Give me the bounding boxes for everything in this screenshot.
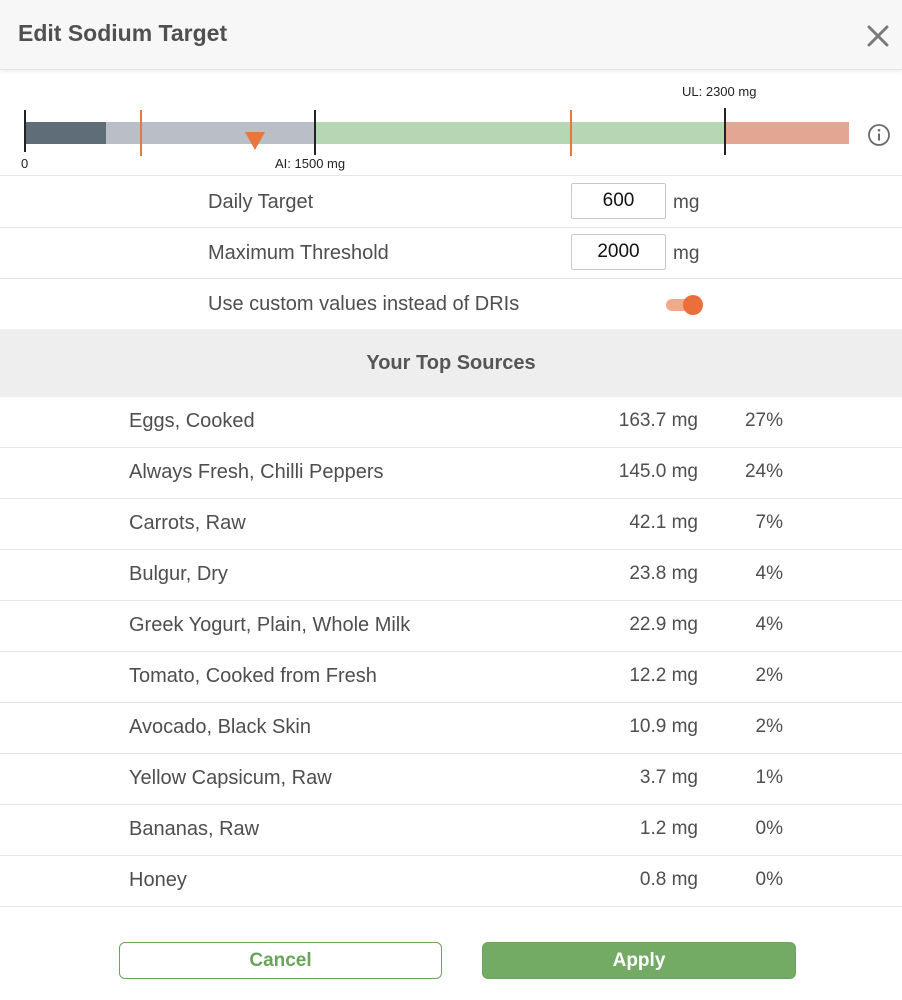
source-amount: 22.9 mg [629, 614, 698, 635]
toggle-knob [683, 295, 703, 315]
max-threshold-unit: mg [673, 243, 700, 264]
daily-target-row: Daily Target mg [0, 177, 902, 228]
source-percent: 27% [744, 410, 783, 431]
source-amount: 23.8 mg [629, 563, 698, 584]
source-row: Carrots, Raw 42.1 mg 7% [0, 499, 902, 550]
max-threshold-input[interactable] [571, 234, 666, 270]
daily-target-label: Daily Target [208, 191, 314, 213]
custom-values-row: Use custom values instead of DRIs [0, 279, 902, 329]
source-amount: 145.0 mg [618, 461, 698, 482]
source-percent: 0% [755, 869, 783, 890]
daily-target-input[interactable] [571, 183, 666, 219]
scale-tick-ul [724, 108, 726, 155]
top-sources-title: Your Top Sources [366, 352, 536, 374]
custom-values-label: Use custom values instead of DRIs [208, 293, 520, 315]
scale-segment-low [25, 122, 106, 144]
source-row: Greek Yogurt, Plain, Whole Milk 22.9 mg … [0, 601, 902, 652]
source-amount: 0.8 mg [639, 869, 698, 890]
max-threshold-row: Maximum Threshold mg [0, 228, 902, 279]
source-amount: 12.2 mg [629, 665, 698, 686]
scale-tick-zero [24, 110, 26, 152]
source-name: Tomato, Cooked from Fresh [129, 665, 377, 687]
source-name: Always Fresh, Chilli Peppers [129, 461, 384, 483]
source-name: Bananas, Raw [129, 818, 260, 840]
source-row: Eggs, Cooked 163.7 mg 27% [0, 397, 902, 448]
source-amount: 10.9 mg [629, 716, 698, 737]
source-percent: 2% [755, 665, 783, 686]
source-amount: 1.2 mg [639, 818, 698, 839]
source-row: Bananas, Raw 1.2 mg 0% [0, 805, 902, 856]
dialog-title: Edit Sodium Target [18, 20, 228, 46]
close-icon[interactable] [862, 20, 894, 52]
scale-tick-ai [314, 110, 316, 155]
source-name: Yellow Capsicum, Raw [129, 767, 332, 789]
source-percent: 4% [755, 563, 783, 584]
scale-segment-above-ul [726, 122, 849, 144]
source-percent: 4% [755, 614, 783, 635]
scale-label-zero: 0 [21, 156, 29, 171]
source-row: Yellow Capsicum, Raw 3.7 mg 1% [0, 754, 902, 805]
source-percent: 0% [755, 818, 783, 839]
apply-button[interactable]: Apply [482, 942, 796, 979]
source-amount: 42.1 mg [629, 512, 698, 533]
current-intake-marker [245, 132, 265, 150]
cancel-button[interactable]: Cancel [119, 942, 442, 979]
source-name: Bulgur, Dry [129, 563, 228, 585]
max-threshold-marker [570, 110, 572, 156]
source-percent: 7% [755, 512, 783, 533]
max-threshold-label: Maximum Threshold [208, 242, 389, 264]
source-row: Avocado, Black Skin 10.9 mg 2% [0, 703, 902, 754]
source-percent: 24% [744, 461, 783, 482]
dialog-header: Edit Sodium Target [0, 0, 902, 70]
source-row: Tomato, Cooked from Fresh 12.2 mg 2% [0, 652, 902, 703]
custom-values-toggle[interactable] [666, 295, 704, 315]
source-row: Always Fresh, Chilli Peppers 145.0 mg 24… [0, 448, 902, 499]
target-scale: 0 AI: 1500 mg UL: 2300 mg [0, 70, 902, 176]
source-row: Honey 0.8 mg 0% [0, 856, 902, 907]
source-amount: 3.7 mg [639, 767, 698, 788]
source-name: Honey [129, 869, 187, 891]
source-percent: 1% [755, 767, 783, 788]
top-sources-header: Your Top Sources [0, 329, 902, 397]
scale-label-ai: AI: 1500 mg [275, 156, 346, 171]
source-name: Eggs, Cooked [129, 410, 255, 432]
daily-target-unit: mg [673, 192, 700, 213]
source-name: Greek Yogurt, Plain, Whole Milk [129, 614, 411, 636]
source-name: Carrots, Raw [129, 512, 246, 534]
scale-segment-ai-to-ul [316, 122, 726, 144]
source-percent: 2% [755, 716, 783, 737]
source-row: Bulgur, Dry 23.8 mg 4% [0, 550, 902, 601]
daily-target-marker [140, 110, 142, 156]
info-icon[interactable] [867, 123, 891, 147]
scale-label-ul: UL: 2300 mg [682, 84, 757, 99]
scale-segment-below-ai [106, 122, 316, 144]
source-amount: 163.7 mg [618, 410, 698, 431]
source-name: Avocado, Black Skin [129, 716, 311, 738]
